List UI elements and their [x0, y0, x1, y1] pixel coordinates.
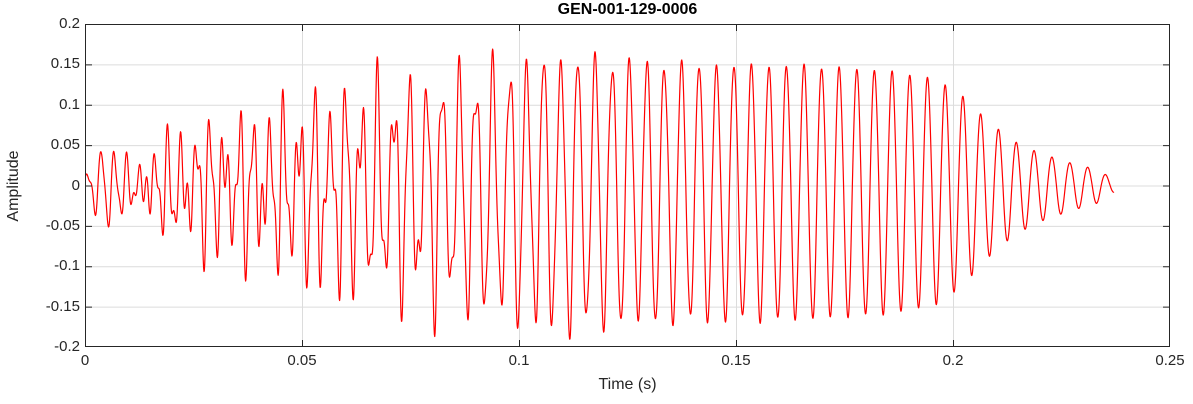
plot-area	[84, 24, 1171, 348]
y-tick-label: 0	[71, 176, 80, 194]
y-tick-label: -0.05	[45, 216, 80, 234]
x-tick-label: 0	[80, 352, 90, 369]
waveform-line	[84, 48, 1115, 340]
x-tick-label: 0.2	[942, 352, 964, 369]
chart-title: GEN-001-129-0006	[557, 1, 698, 18]
axes-box	[85, 24, 1170, 347]
x-tick-label: 0.25	[1155, 352, 1185, 369]
x-tick-label: 0.15	[721, 352, 751, 369]
x-tick-label: 0.1	[508, 352, 530, 369]
y-tick-label: -0.2	[54, 338, 80, 355]
y-tick-label: -0.1	[54, 257, 80, 275]
waveform-plot	[84, 24, 1171, 348]
y-tick-label: 0.2	[59, 15, 80, 32]
x-axis-label: Time (s)	[598, 376, 657, 393]
y-tick-label: 0.1	[59, 95, 80, 113]
y-tick-label: 0.05	[50, 136, 80, 154]
y-tick-label: 0.15	[50, 55, 80, 73]
x-tick-label: 0.05	[287, 352, 317, 369]
y-tick-label: -0.15	[45, 297, 80, 315]
